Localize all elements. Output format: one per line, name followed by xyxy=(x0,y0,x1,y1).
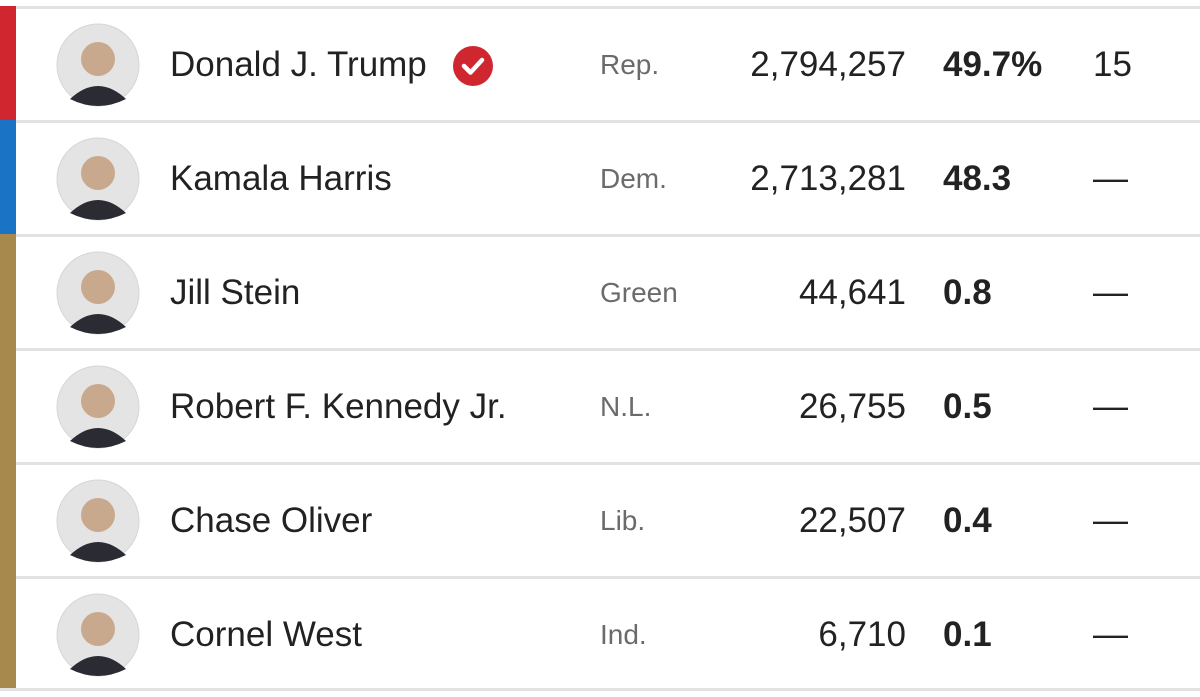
electoral-votes: — xyxy=(1093,273,1128,312)
avatar xyxy=(56,479,140,563)
avatar xyxy=(56,593,140,677)
candidate-row: Kamala Harris Dem. 2,713,281 48.3 — xyxy=(0,120,1200,234)
candidate-row: Chase Oliver Lib. 22,507 0.4 — xyxy=(0,462,1200,576)
candidate-row: Robert F. Kennedy Jr. N.L. 26,755 0.5 — xyxy=(0,348,1200,462)
avatar xyxy=(56,365,140,449)
avatar xyxy=(56,137,140,221)
vote-percent: 49.7% xyxy=(943,45,1043,84)
party-color-bar xyxy=(0,462,16,576)
vote-count: 2,713,281 xyxy=(750,159,906,198)
winner-check xyxy=(453,46,493,86)
candidate-row: Cornel West Ind. 6,710 0.1 — xyxy=(0,576,1200,690)
vote-count: 44,641 xyxy=(798,273,906,312)
electoral-votes: — xyxy=(1093,159,1128,198)
vote-percent: 0.5 xyxy=(943,387,992,426)
electoral-votes: 15 xyxy=(1093,45,1132,84)
party-color-bar xyxy=(0,348,16,462)
party: Ind. xyxy=(600,619,647,650)
avatar xyxy=(56,251,140,335)
electoral-votes: — xyxy=(1093,615,1128,654)
vote-count: 2,794,257 xyxy=(750,45,906,84)
vote-percent: 0.1 xyxy=(943,615,992,654)
electoral-votes: — xyxy=(1093,501,1128,540)
candidate-name: Chase Oliver xyxy=(170,501,373,540)
party-color-bar xyxy=(0,576,16,690)
bottom-border xyxy=(0,688,1200,691)
candidate-name: Donald J. Trump xyxy=(170,45,427,84)
candidate-name: Cornel West xyxy=(170,615,362,654)
party-color-bar xyxy=(0,6,16,120)
vote-count: 26,755 xyxy=(798,387,906,426)
vote-percent: 48.3 xyxy=(943,159,1012,198)
party: Rep. xyxy=(600,49,660,80)
vote-percent: 0.4 xyxy=(943,501,992,540)
candidate-row: Jill Stein Green 44,641 0.8 — xyxy=(0,234,1200,348)
vote-count: 6,710 xyxy=(818,615,906,654)
party-color-bar xyxy=(0,234,16,348)
candidate-name: Jill Stein xyxy=(170,273,301,312)
avatar xyxy=(56,23,140,107)
party: Green xyxy=(600,277,678,308)
vote-percent: 0.8 xyxy=(943,273,992,312)
candidate-row: Donald J. Trump Rep. 2,794,257 49.7% 15 xyxy=(0,6,1200,120)
party: Lib. xyxy=(600,505,646,536)
party-color-bar xyxy=(0,120,16,234)
candidate-name: Kamala Harris xyxy=(170,159,392,198)
vote-count: 22,507 xyxy=(798,501,906,540)
party: N.L. xyxy=(600,391,652,422)
electoral-votes: — xyxy=(1093,387,1128,426)
candidate-name: Robert F. Kennedy Jr. xyxy=(170,387,507,426)
party: Dem. xyxy=(600,163,667,194)
